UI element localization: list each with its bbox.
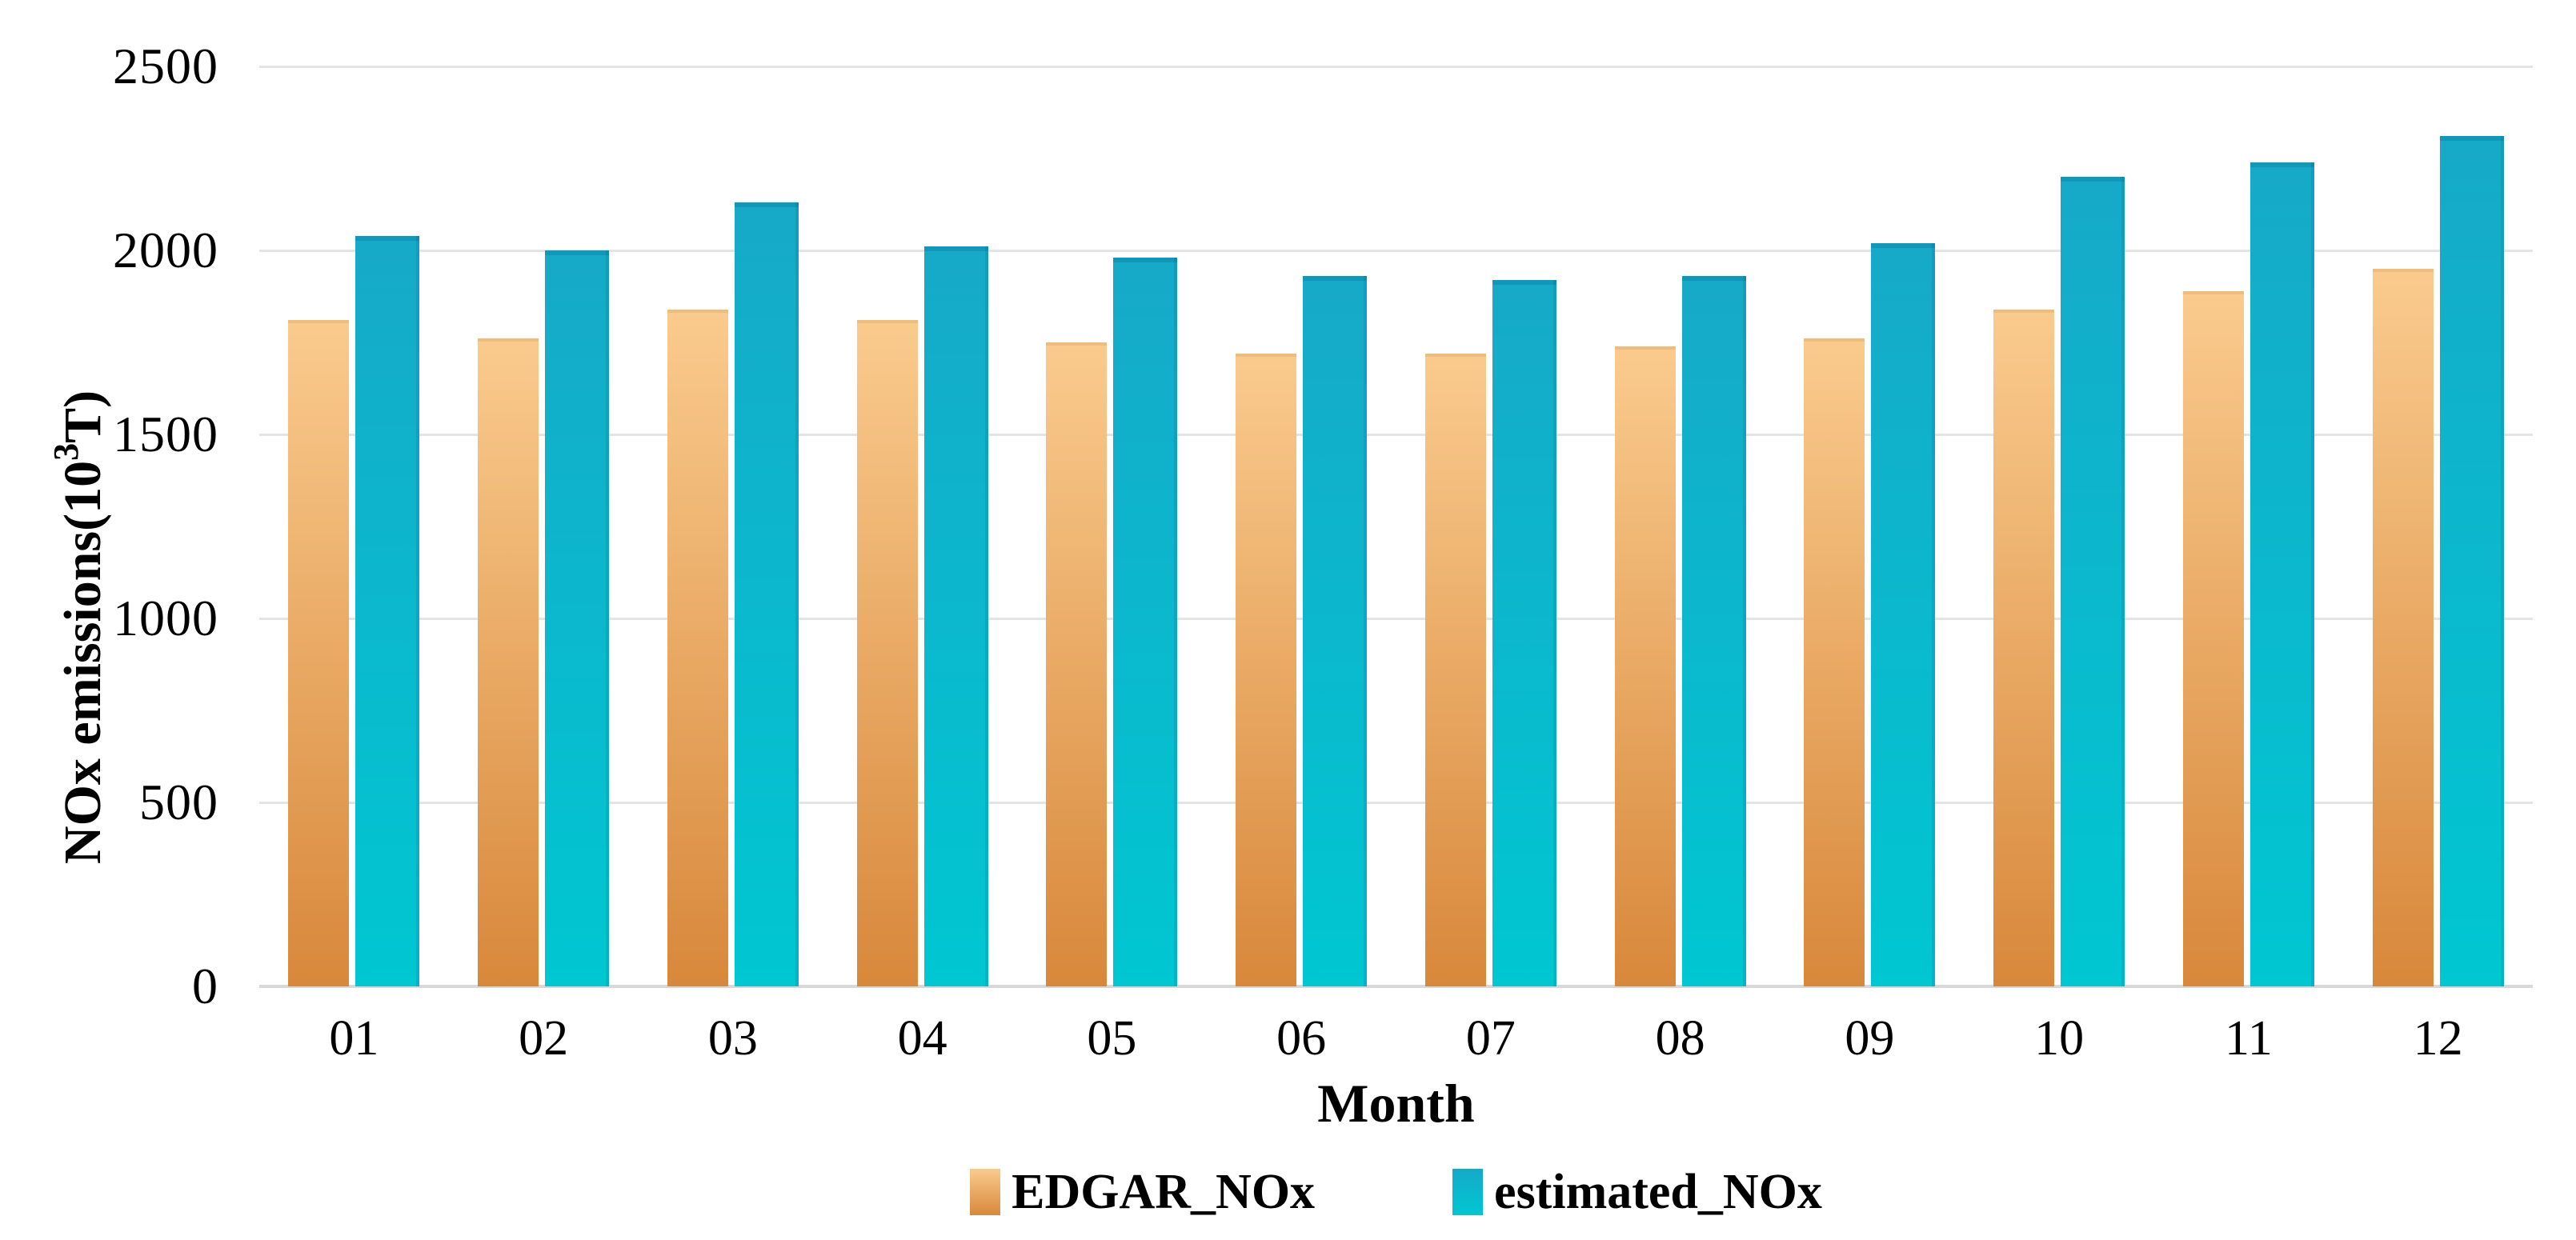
bar-estimated_NOx-month-03	[734, 202, 799, 986]
bar-estimated_NOx-month-11	[2249, 162, 2314, 986]
legend-label-EDGAR_NOx: EDGAR_NOx	[1012, 1165, 1316, 1219]
bar-EDGAR_NOx-month-11	[2182, 291, 2244, 986]
bar-estimated_NOx-month-12	[2439, 136, 2504, 986]
x-tick-label-02: 02	[519, 1011, 569, 1066]
bar-group-month-11	[2154, 66, 2344, 986]
bar-group-month-02	[449, 66, 639, 986]
bar-group-month-10	[1965, 66, 2154, 986]
bar-group-month-01	[259, 66, 449, 986]
bar-group-month-04	[827, 66, 1017, 986]
x-tick-label-03: 03	[707, 1011, 758, 1066]
bar-estimated_NOx-month-08	[1681, 276, 1746, 986]
x-tick-label-11: 11	[2225, 1011, 2273, 1066]
bar-group-month-08	[1585, 66, 1775, 986]
bar-group-month-06	[1207, 66, 1396, 986]
bar-EDGAR_NOx-month-05	[1046, 342, 1108, 986]
bar-EDGAR_NOx-month-12	[2372, 269, 2434, 986]
bar-estimated_NOx-month-06	[1303, 276, 1368, 986]
bar-group-month-07	[1396, 66, 1586, 986]
bar-EDGAR_NOx-month-02	[478, 338, 539, 986]
legend-label-estimated_NOx: estimated_NOx	[1494, 1165, 1822, 1219]
x-tick-label-01: 01	[329, 1011, 379, 1066]
x-tick-label-08: 08	[1655, 1011, 1705, 1066]
bar-estimated_NOx-month-02	[545, 250, 610, 986]
bar-EDGAR_NOx-month-08	[1614, 346, 1676, 986]
bar-group-month-03	[639, 66, 828, 986]
x-tick-label-12: 12	[2413, 1011, 2463, 1066]
bar-EDGAR_NOx-month-06	[1236, 354, 1297, 986]
x-tick-label-06: 06	[1276, 1011, 1327, 1066]
legend-item-EDGAR_NOx: EDGAR_NOx	[970, 1164, 1315, 1220]
bar-estimated_NOx-month-10	[2061, 177, 2125, 986]
bar-group-month-09	[1775, 66, 1965, 986]
bar-EDGAR_NOx-month-04	[856, 320, 918, 986]
x-tick-label-04: 04	[897, 1011, 947, 1066]
legend-swatch-EDGAR_NOx	[970, 1169, 1001, 1215]
bar-estimated_NOx-month-07	[1492, 280, 1556, 986]
bar-EDGAR_NOx-month-07	[1424, 354, 1486, 986]
plot-area	[259, 65, 2533, 988]
legend-swatch-estimated_NOx	[1452, 1169, 1484, 1215]
bar-EDGAR_NOx-month-10	[1993, 310, 2055, 986]
legend-item-estimated_NOx: estimated_NOx	[1452, 1164, 1822, 1220]
y-tick-label-500: 500	[139, 774, 218, 830]
y-tick-label-1500: 1500	[113, 406, 218, 462]
y-tick-label-2000: 2000	[113, 222, 218, 278]
y-tick-label-0: 0	[192, 958, 218, 1014]
legend: EDGAR_NOx estimated_NOx	[259, 1164, 2533, 1220]
bar-estimated_NOx-month-01	[355, 236, 420, 986]
x-tick-label-09: 09	[1845, 1011, 1895, 1066]
y-tick-label-1000: 1000	[113, 590, 218, 646]
bar-EDGAR_NOx-month-01	[288, 320, 350, 986]
x-tick-label-05: 05	[1087, 1011, 1137, 1066]
bar-estimated_NOx-month-09	[1871, 243, 1936, 986]
bar-EDGAR_NOx-month-09	[1804, 338, 1865, 986]
y-tick-label-2500: 2500	[113, 38, 218, 94]
bar-group-month-12	[2343, 66, 2533, 986]
bar-EDGAR_NOx-month-03	[667, 310, 728, 986]
bar-estimated_NOx-month-05	[1113, 258, 1178, 986]
x-axis-title: Month	[1317, 1073, 1475, 1134]
x-tick-label-10: 10	[2034, 1011, 2085, 1066]
bar-estimated_NOx-month-04	[923, 246, 988, 986]
x-tick-label-07: 07	[1465, 1011, 1516, 1066]
bar-group-month-05	[1017, 66, 1207, 986]
